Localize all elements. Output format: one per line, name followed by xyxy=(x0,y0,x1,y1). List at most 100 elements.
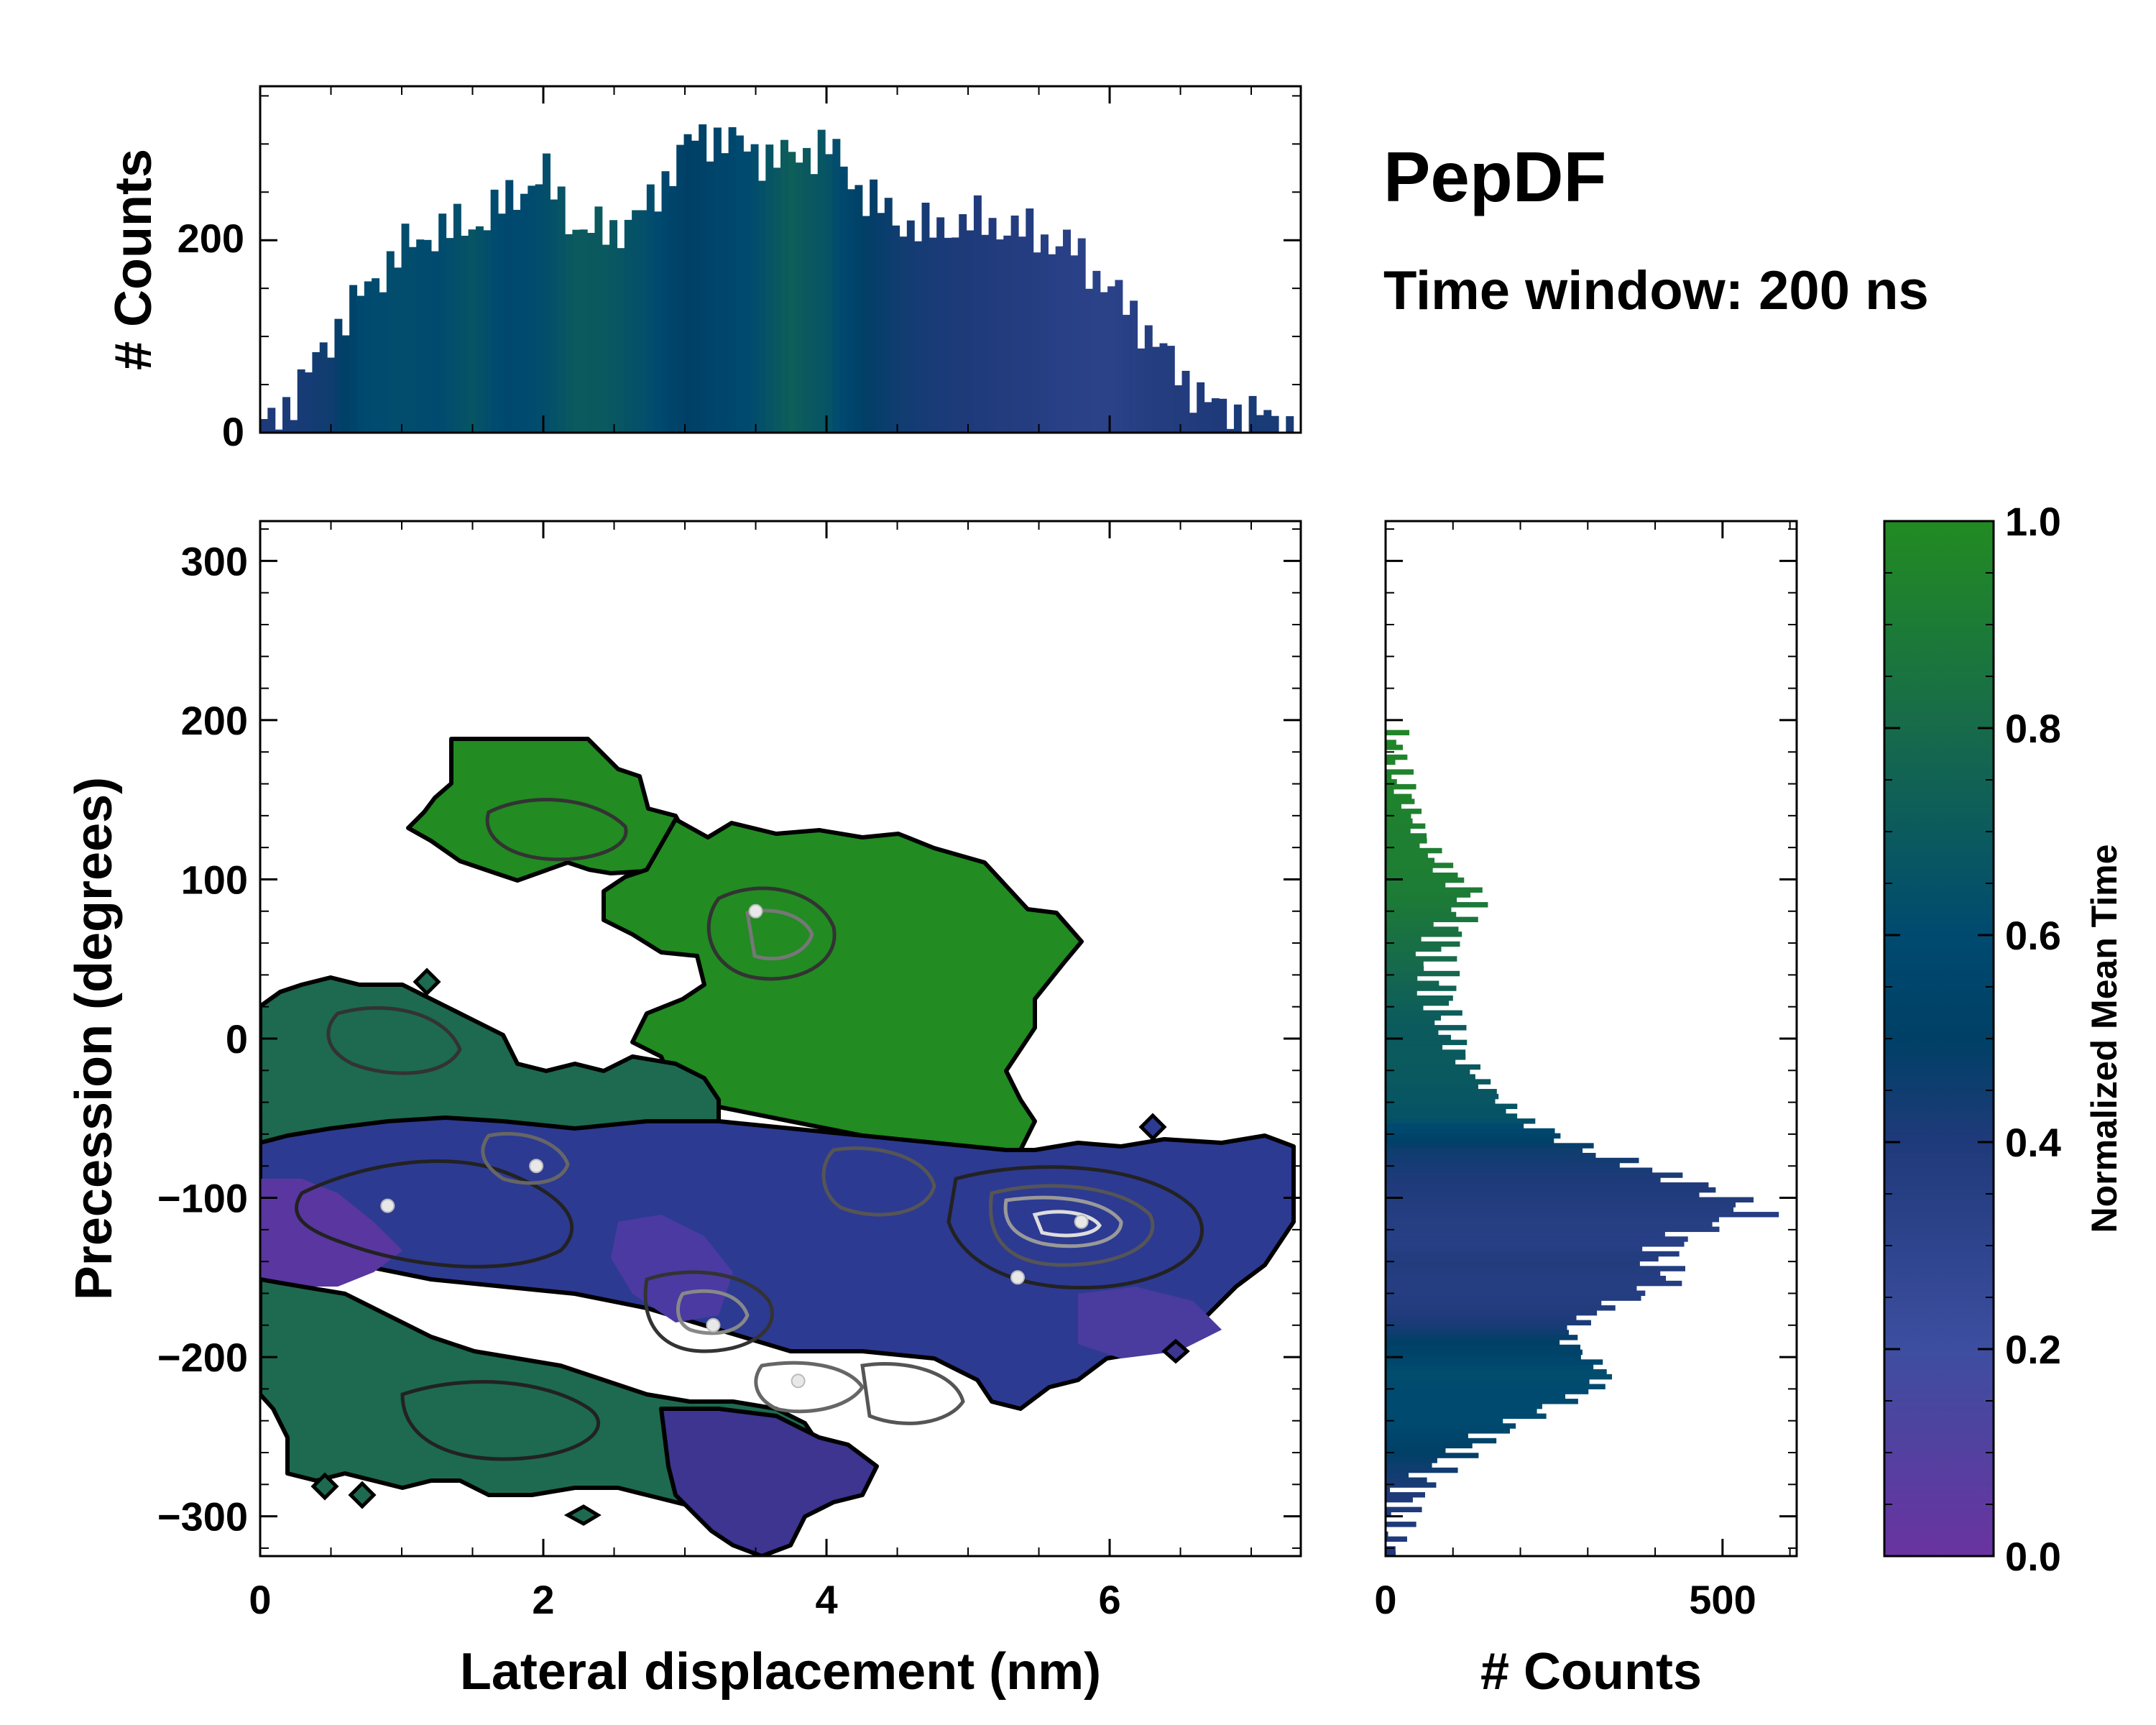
right-histogram-bar xyxy=(1386,1098,1496,1105)
right-histogram-bar xyxy=(1386,995,1453,1001)
top-histogram-bar xyxy=(817,129,826,433)
top-histogram-bar xyxy=(1271,415,1279,433)
top-histogram-bar xyxy=(364,281,372,433)
region-small-island-3 xyxy=(563,1504,602,1526)
top-histogram-bar xyxy=(349,285,358,433)
right-histogram-bar xyxy=(1386,1207,1734,1213)
top-histogram-bar xyxy=(1219,398,1227,433)
right-histogram-bar xyxy=(1386,1300,1602,1306)
top-histogram-bar xyxy=(394,267,402,433)
top-histogram-bar xyxy=(1041,234,1049,433)
right-histogram-bar xyxy=(1386,809,1422,814)
right-histogram-bar xyxy=(1386,813,1411,819)
main-ytick-label: 100 xyxy=(181,857,248,902)
right-histogram-bar xyxy=(1386,1310,1598,1316)
top-histogram-bar xyxy=(713,127,722,433)
top-histogram-bar xyxy=(683,134,692,433)
top-histogram-bar xyxy=(438,213,447,433)
top-histogram-bar xyxy=(319,342,328,433)
top-histogram-bar xyxy=(654,211,663,433)
top-histogram-bar xyxy=(921,203,930,433)
right-histogram-bars xyxy=(1386,730,1779,1557)
right-histogram-bar xyxy=(1386,740,1396,745)
right-histogram-bar xyxy=(1386,1148,1583,1154)
right-histogram-bar xyxy=(1386,1152,1596,1159)
top-histogram-bar xyxy=(1048,254,1056,433)
right-histogram-bar xyxy=(1386,847,1442,854)
right-histogram-bar xyxy=(1386,1221,1713,1228)
main-xtick-labels: 0 2 4 6 xyxy=(249,1577,1120,1622)
top-ylabel: # Counts xyxy=(105,149,162,370)
density-peak-marker xyxy=(748,903,763,919)
right-histogram-bar xyxy=(1386,1492,1425,1498)
right-histogram-bar xyxy=(1386,1487,1391,1493)
colorbar-tick-label: 0.6 xyxy=(2005,913,2061,958)
top-histogram-bar xyxy=(408,247,417,433)
right-histogram-bar xyxy=(1386,1049,1466,1055)
right-histogram-bar xyxy=(1386,1285,1637,1292)
top-histogram-bar xyxy=(430,251,439,433)
right-histogram-bar xyxy=(1386,833,1427,839)
top-histogram-bar xyxy=(1197,382,1205,433)
density-peak-marker xyxy=(1010,1270,1025,1285)
top-histogram-bar xyxy=(520,193,528,433)
top-histogram-bar xyxy=(810,174,819,433)
region-purple-right xyxy=(1078,1287,1222,1358)
right-histogram-bar xyxy=(1386,1536,1407,1542)
top-histogram-bar xyxy=(1010,215,1019,433)
right-histogram-bar xyxy=(1386,1010,1462,1016)
top-histogram-bar xyxy=(1181,370,1190,433)
top-histogram-bar xyxy=(1174,385,1183,433)
right-histogram-bar xyxy=(1386,926,1459,932)
top-histogram-bar xyxy=(260,418,268,433)
top-histogram-bar xyxy=(1063,229,1071,433)
main-xtick-label: 6 xyxy=(1098,1577,1120,1622)
right-histogram-bar xyxy=(1386,1039,1468,1046)
right-histogram-bar xyxy=(1386,1354,1581,1360)
right-histogram-bar xyxy=(1386,1364,1594,1370)
right-histogram-bar xyxy=(1386,956,1457,962)
right-histogram-bar xyxy=(1386,1339,1560,1346)
main-ytick-labels: 300 200 100 0 −100 −200 −300 xyxy=(157,538,248,1539)
top-histogram-bars xyxy=(260,124,1294,433)
right-histogram-bar xyxy=(1386,897,1457,903)
top-histogram-bar xyxy=(1100,292,1108,433)
right-histogram-bar xyxy=(1386,1418,1503,1424)
right-histogram-bar xyxy=(1386,1506,1422,1513)
right-histogram-bar xyxy=(1386,818,1413,824)
right-histogram-bar xyxy=(1386,1428,1510,1434)
region-purple-center xyxy=(611,1215,733,1322)
top-histogram-bar xyxy=(757,180,766,433)
top-histogram-bar xyxy=(1286,416,1294,433)
main-xlabel: Lateral displacement (nm) xyxy=(460,1643,1101,1701)
top-histogram-bar xyxy=(676,144,685,433)
top-histogram-bar xyxy=(461,236,469,433)
right-histogram-bar xyxy=(1386,936,1422,942)
top-histogram-bar xyxy=(706,161,714,433)
right-histogram-bar xyxy=(1386,1113,1518,1119)
right-histogram-bar xyxy=(1386,1315,1577,1321)
right-histogram-bar xyxy=(1386,759,1396,765)
right-histogram-bar xyxy=(1386,1432,1468,1439)
right-histogram-bar xyxy=(1386,902,1488,908)
right-histogram-bar xyxy=(1386,1325,1567,1330)
right-histogram-bar xyxy=(1386,1069,1470,1075)
right-histogram-bar xyxy=(1386,799,1415,804)
main-xtick-label: 4 xyxy=(815,1577,837,1622)
top-histogram-bar xyxy=(995,239,1004,433)
right-histogram-bar xyxy=(1386,1192,1700,1198)
right-histogram-bar xyxy=(1386,1266,1686,1271)
top-histogram-bar xyxy=(1077,238,1086,433)
right-histogram-bar xyxy=(1386,823,1426,829)
colorbar-tick-label: 0.8 xyxy=(2005,706,2061,751)
right-histogram-bar xyxy=(1386,1241,1685,1247)
right-histogram-bar xyxy=(1386,1276,1667,1282)
right-histogram-bar xyxy=(1386,1496,1413,1503)
top-histogram-bar xyxy=(788,152,796,433)
top-histogram-bar xyxy=(929,237,937,433)
top-histogram-bar xyxy=(951,237,959,433)
right-histogram-bar xyxy=(1386,970,1460,977)
top-histogram-bar xyxy=(988,218,997,433)
main-ytick-label: 200 xyxy=(181,698,248,743)
